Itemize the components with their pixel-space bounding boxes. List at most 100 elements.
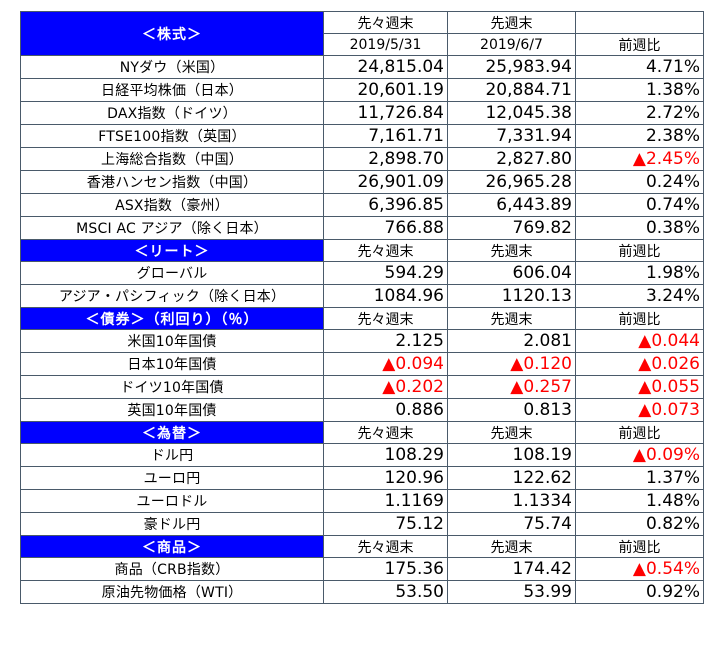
value-prev-prev-week: 53.50 [323, 580, 448, 604]
section-header: ＜債券＞（利回り）（％） [20, 307, 324, 330]
table-row: ユーロドル 1.1169 1.1334 1.48% [20, 489, 704, 513]
row-label: 香港ハンセン指数（中国） [20, 170, 324, 194]
value-weekly-change: 0.38% [575, 216, 704, 240]
row-label: ユーロ円 [20, 466, 324, 490]
value-prev-week: 7,331.94 [447, 124, 576, 148]
row-label: 商品（CRB指数） [20, 557, 324, 581]
value-weekly-change: 1.48% [575, 489, 704, 513]
value-prev-prev-week: 1084.96 [323, 284, 448, 308]
value-prev-week: 2,827.80 [447, 147, 576, 171]
value-prev-week: 20,884.71 [447, 78, 576, 102]
column-header-weekly-change: 前週比 [575, 421, 704, 444]
column-header-prev-week: 先週末 [447, 535, 576, 558]
value-weekly-change: 0.74% [575, 193, 704, 217]
value-prev-prev-week: 175.36 [323, 557, 448, 581]
value-weekly-change: 0.24% [575, 170, 704, 194]
value-prev-week: ▲0.257 [447, 375, 576, 399]
table-row: 上海総合指数（中国） 2,898.70 2,827.80 ▲2.45% [20, 147, 704, 171]
value-prev-week: 1.1334 [447, 489, 576, 513]
value-prev-prev-week: 7,161.71 [323, 124, 448, 148]
value-weekly-change: 4.71% [575, 55, 704, 79]
column-header-prev-prev-week: 先々週末 [323, 11, 448, 34]
column-header-weekly-change: 前週比 [575, 239, 704, 262]
column-date-prev-prev-week: 2019/5/31 [323, 33, 448, 56]
row-label: 上海総合指数（中国） [20, 147, 324, 171]
table-row: ユーロ円 120.96 122.62 1.37% [20, 466, 704, 490]
market-summary-table: ＜株式＞ 先々週末 先週末 2019/5/31 2019/6/7 前週比 NYダ… [20, 11, 704, 604]
column-header-weekly-change: 前週比 [575, 33, 704, 56]
section-header-stocks: ＜株式＞ [20, 11, 324, 56]
value-prev-week: 769.82 [447, 216, 576, 240]
table-row: アジア・パシフィック（除く日本） 1084.96 1120.13 3.24% [20, 284, 704, 308]
column-header-prev-prev-week: 先々週末 [323, 239, 448, 262]
table-row: ドル円 108.29 108.19 ▲0.09% [20, 443, 704, 467]
column-header-prev-prev-week: 先々週末 [323, 307, 448, 330]
column-header-weekly-change: 前週比 [575, 535, 704, 558]
row-label: アジア・パシフィック（除く日本） [20, 284, 324, 308]
value-prev-prev-week: ▲0.094 [323, 352, 448, 376]
section-header: ＜為替＞ [20, 421, 324, 444]
value-prev-prev-week: 0.886 [323, 398, 448, 422]
row-label: NYダウ（米国） [20, 55, 324, 79]
value-prev-week: 12,045.38 [447, 101, 576, 125]
table-row: 米国10年国債 2.125 2.081 ▲0.044 [20, 329, 704, 353]
value-prev-prev-week: 108.29 [323, 443, 448, 467]
value-prev-week: 26,965.28 [447, 170, 576, 194]
market-table-container: ＜株式＞ 先々週末 先週末 2019/5/31 2019/6/7 前週比 NYダ… [20, 11, 704, 604]
value-prev-prev-week: ▲0.202 [323, 375, 448, 399]
value-prev-prev-week: 766.88 [323, 216, 448, 240]
table-row: 日経平均株価（日本） 20,601.19 20,884.71 1.38% [20, 78, 704, 102]
row-label: 日経平均株価（日本） [20, 78, 324, 102]
value-weekly-change: 3.24% [575, 284, 704, 308]
column-header-prev-week: 先週末 [447, 307, 576, 330]
value-prev-prev-week: 11,726.84 [323, 101, 448, 125]
value-weekly-change: 0.92% [575, 580, 704, 604]
value-weekly-change: ▲0.026 [575, 352, 704, 376]
column-date-prev-week: 2019/6/7 [447, 33, 576, 56]
column-header-prev-week: 先週末 [447, 239, 576, 262]
value-prev-prev-week: 24,815.04 [323, 55, 448, 79]
row-label: 英国10年国債 [20, 398, 324, 422]
table-row: DAX指数（ドイツ） 11,726.84 12,045.38 2.72% [20, 101, 704, 125]
row-label: ASX指数（豪州） [20, 193, 324, 217]
column-header-weekly-change: 前週比 [575, 307, 704, 330]
section-header: ＜商品＞ [20, 535, 324, 558]
column-header-prev-week: 先週末 [447, 11, 576, 34]
value-weekly-change: 2.38% [575, 124, 704, 148]
value-prev-prev-week: 20,601.19 [323, 78, 448, 102]
row-label: DAX指数（ドイツ） [20, 101, 324, 125]
table-row: 日本10年国債 ▲0.094 ▲0.120 ▲0.026 [20, 352, 704, 376]
value-weekly-change: ▲0.09% [575, 443, 704, 467]
value-prev-prev-week: 120.96 [323, 466, 448, 490]
value-prev-week: 1120.13 [447, 284, 576, 308]
row-label: 米国10年国債 [20, 329, 324, 353]
value-prev-week: 53.99 [447, 580, 576, 604]
section-header-row: ＜債券＞（利回り）（％） 先々週末 先週末 前週比 [20, 307, 704, 330]
row-label: FTSE100指数（英国） [20, 124, 324, 148]
value-prev-week: 174.42 [447, 557, 576, 581]
header-row-top: ＜株式＞ 先々週末 先週末 [20, 11, 704, 56]
row-label: グローバル [20, 261, 324, 285]
table-row: 商品（CRB指数） 175.36 174.42 ▲0.54% [20, 557, 704, 581]
row-label: ドル円 [20, 443, 324, 467]
value-prev-week: 0.813 [447, 398, 576, 422]
value-prev-prev-week: 26,901.09 [323, 170, 448, 194]
value-weekly-change: ▲0.044 [575, 329, 704, 353]
value-prev-week: 606.04 [447, 261, 576, 285]
row-label: ユーロドル [20, 489, 324, 513]
value-weekly-change: ▲0.055 [575, 375, 704, 399]
row-label: 原油先物価格（WTI） [20, 580, 324, 604]
table-row: 英国10年国債 0.886 0.813 ▲0.073 [20, 398, 704, 422]
value-prev-prev-week: 1.1169 [323, 489, 448, 513]
value-prev-week: 2.081 [447, 329, 576, 353]
table-row: ドイツ10年国債 ▲0.202 ▲0.257 ▲0.055 [20, 375, 704, 399]
table-row: 香港ハンセン指数（中国） 26,901.09 26,965.28 0.24% [20, 170, 704, 194]
value-weekly-change: 1.37% [575, 466, 704, 490]
value-weekly-change: ▲0.073 [575, 398, 704, 422]
row-label: 日本10年国債 [20, 352, 324, 376]
value-weekly-change: ▲0.54% [575, 557, 704, 581]
value-prev-prev-week: 2,898.70 [323, 147, 448, 171]
value-prev-prev-week: 75.12 [323, 512, 448, 536]
column-header-blank [575, 11, 704, 34]
row-label: ドイツ10年国債 [20, 375, 324, 399]
